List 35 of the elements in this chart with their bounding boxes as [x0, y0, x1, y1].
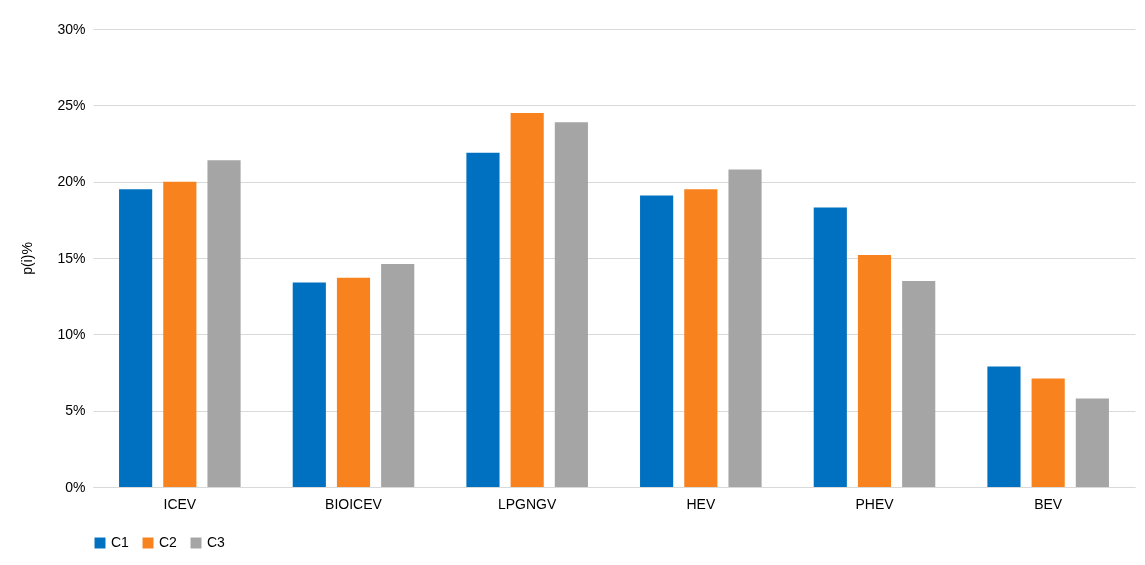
bar — [119, 189, 153, 487]
y-tick-label: 15% — [57, 249, 86, 266]
x-tick-label: ICEV — [163, 495, 197, 512]
bar — [857, 254, 892, 487]
legend-label: C3 — [207, 534, 226, 550]
y-axis-title: p(i)% — [19, 242, 36, 275]
bar — [902, 280, 936, 487]
bar — [987, 366, 1021, 487]
y-tick-label: 25% — [57, 96, 86, 113]
bar — [640, 195, 674, 487]
y-tick-label: 20% — [57, 173, 86, 190]
x-tick-label: LPGNGV — [497, 495, 557, 512]
y-tick-label: 30% — [57, 20, 86, 37]
bar — [510, 112, 544, 487]
x-tick-label: BIOICEV — [325, 495, 383, 512]
bar — [728, 169, 762, 487]
legend-label: C1 — [111, 534, 130, 550]
bar — [466, 152, 500, 487]
y-tick-label: 0% — [65, 478, 86, 495]
y-tick-label: 5% — [65, 402, 86, 419]
bar — [292, 282, 326, 487]
bar — [336, 277, 371, 487]
x-tick-label: PHEV — [855, 495, 895, 512]
bar — [207, 160, 241, 487]
y-tick-label: 10% — [57, 325, 86, 342]
bar — [381, 264, 415, 487]
bar — [684, 189, 718, 487]
bar — [813, 207, 847, 487]
legend-label: C2 — [159, 534, 178, 550]
bar — [163, 181, 197, 487]
bar — [1075, 398, 1109, 487]
bar — [554, 122, 588, 487]
x-tick-label: BEV — [1034, 495, 1063, 512]
bar — [1031, 378, 1065, 487]
x-tick-label: HEV — [686, 495, 716, 512]
